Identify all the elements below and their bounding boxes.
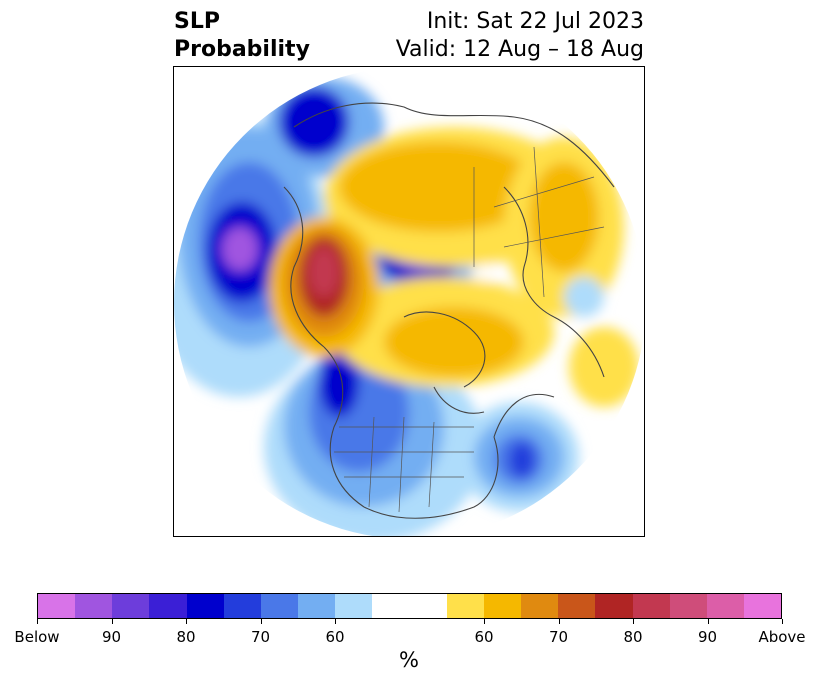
colorbar-tick-mark	[707, 619, 709, 624]
colorbar-tick-mark	[260, 619, 262, 624]
init-date: Init: Sat 22 Jul 2023	[426, 9, 644, 34]
colorbar-tick-label: Below	[14, 628, 60, 646]
colorbar-swatch	[186, 594, 224, 618]
colorbar-tick-mark	[782, 619, 783, 624]
colorbar-swatch	[706, 594, 744, 618]
colorbar-swatch	[595, 594, 633, 618]
title-left: SLP Probability	[174, 8, 310, 64]
state-borders	[334, 146, 605, 513]
colorbar-tick-mark	[186, 619, 187, 624]
colorbar-swatch	[632, 594, 670, 618]
valid-range: Valid: 12 Aug – 18 Aug	[395, 37, 644, 62]
title-type: Probability	[174, 37, 310, 62]
colorbar-swatch	[372, 594, 410, 618]
colorbar-tick-label: 70	[250, 628, 271, 646]
colorbar-tick-mark	[335, 619, 336, 624]
colorbar-swatch	[112, 594, 150, 618]
colorbar-tick-mark	[633, 619, 634, 624]
colorbar-swatch	[669, 594, 707, 618]
title-variable: SLP	[174, 9, 220, 34]
colorbar-swatch	[335, 594, 373, 618]
colorbar-tick-label: 70	[548, 628, 569, 646]
colorbar-swatch	[223, 594, 261, 618]
colorbar-swatch	[743, 594, 782, 618]
colorbar-tick-mark	[111, 619, 113, 624]
map-panel	[173, 66, 645, 537]
colorbar-tick-label: 60	[325, 628, 345, 646]
coastlines	[283, 102, 615, 519]
probability-map	[174, 67, 644, 536]
colorbar-unit: %	[399, 648, 419, 672]
colorbar-swatch	[409, 594, 447, 618]
colorbar-tick-label: 60	[474, 628, 494, 646]
colorbar-swatch	[483, 594, 522, 618]
colorbar-swatch	[446, 594, 484, 618]
colorbar-swatch	[75, 594, 113, 618]
colorbar	[37, 593, 782, 619]
colorbar-swatch	[521, 594, 559, 618]
colorbar-tick-label: 90	[101, 628, 122, 646]
colorbar-swatch	[558, 594, 596, 618]
colorbar-tick-mark	[484, 619, 485, 624]
colorbar-tick-mark	[558, 619, 560, 624]
colorbar-swatch	[149, 594, 187, 618]
colorbar-swatch	[260, 594, 299, 618]
colorbar-tick-label: 80	[623, 628, 643, 646]
colorbar-tick-label: 80	[176, 628, 196, 646]
colorbar-swatch	[38, 594, 76, 618]
title-right: Init: Sat 22 Jul 2023 Valid: 12 Aug – 18…	[396, 8, 644, 64]
colorbar-tick-mark	[37, 619, 38, 624]
colorbar-tick-label: Above	[758, 628, 806, 646]
probability-field	[174, 67, 644, 536]
colorbar-tick-label: 90	[697, 628, 718, 646]
colorbar-swatch	[298, 594, 336, 618]
